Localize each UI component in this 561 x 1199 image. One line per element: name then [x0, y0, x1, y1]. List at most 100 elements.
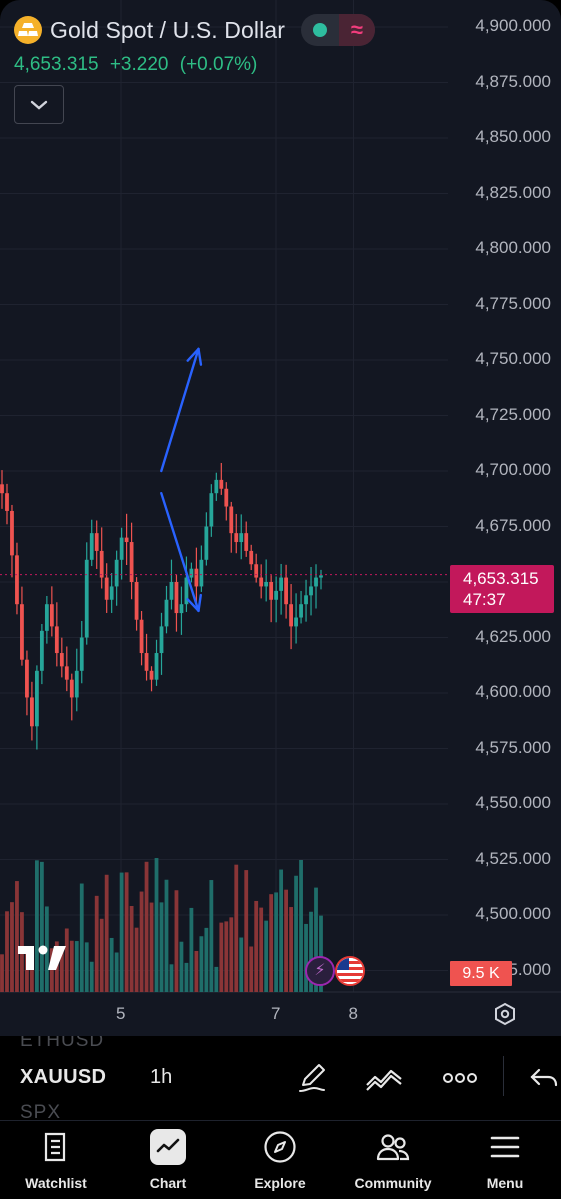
chart-icon [150, 1129, 186, 1165]
bar-countdown: 47:37 [463, 590, 506, 609]
price-axis-label: 4,600.000 [475, 682, 551, 701]
price-axis-label: 4,900.000 [475, 16, 551, 35]
nav-label: Menu [486, 1175, 524, 1191]
nav-menu[interactable]: Menu [455, 1129, 555, 1191]
volume-bar [15, 881, 19, 992]
symbol-header[interactable]: Gold Spot / U.S. Dollar ≈ [14, 14, 375, 46]
candle-body [5, 493, 9, 511]
volume-bar [214, 966, 219, 992]
price-axis-label: 4,825.000 [475, 182, 551, 202]
nav-explore[interactable]: Explore [230, 1129, 330, 1191]
volume-bar [244, 870, 249, 992]
candle-body [259, 577, 264, 587]
candle-body [239, 533, 244, 543]
candle-body [304, 595, 308, 605]
volume-bar [109, 937, 114, 992]
nav-community[interactable]: Community [343, 1129, 443, 1191]
candle-body [109, 586, 114, 600]
indicators-button[interactable] [364, 1058, 404, 1098]
nav-chart[interactable]: Chart [118, 1129, 218, 1191]
volume-bar [304, 923, 308, 992]
candlestick-chart[interactable] [0, 0, 561, 1036]
candle-body [39, 630, 44, 671]
nav-watchlist[interactable]: Watchlist [6, 1129, 106, 1191]
candle-body [94, 533, 99, 551]
price-axis-label: 4,775.000 [475, 293, 551, 313]
current-price-label: 4,653.315 47:37 [450, 565, 554, 613]
symbol-selector[interactable]: XAUUSD [20, 1066, 107, 1088]
us-flag-event-icon[interactable] [335, 956, 365, 986]
nav-label: Chart [149, 1175, 187, 1191]
candle-body [294, 617, 298, 627]
drawing-tool-button[interactable] [292, 1058, 332, 1098]
price-change-percent: (+0.07%) [179, 54, 258, 75]
candle-body [299, 604, 303, 618]
prev-symbol[interactable]: ETHUSD [20, 1036, 105, 1051]
volume-bar [269, 894, 274, 992]
pen-icon [299, 1064, 325, 1092]
candle-body [49, 604, 54, 627]
volume-bar [309, 911, 313, 992]
candle-body [209, 493, 214, 527]
quote-line: 4,653.315 +3.220 (+0.07%) [14, 54, 263, 76]
candle-body [319, 575, 323, 578]
annotation-arrowhead [186, 598, 200, 613]
volume-bar [294, 875, 298, 992]
candle-body [54, 626, 59, 654]
annotation-arrow [160, 347, 200, 473]
chart-area[interactable]: Gold Spot / U.S. Dollar ≈ 4,653.315 +3.2… [0, 0, 561, 1036]
more-options-button[interactable] [440, 1058, 480, 1098]
volume-bar [199, 936, 204, 992]
volume-bar [84, 942, 89, 992]
chart-settings-button[interactable] [492, 1001, 518, 1027]
community-icon [375, 1129, 411, 1165]
volume-bar [319, 915, 323, 992]
next-symbol[interactable]: SPX [20, 1102, 62, 1120]
nav-label: Community [354, 1175, 432, 1191]
collapse-legend-button[interactable] [14, 85, 64, 124]
flash-event-icon[interactable]: ⚡ [305, 956, 335, 986]
volume-bar [149, 902, 154, 992]
volume-bar [189, 907, 194, 992]
candle-body [59, 653, 64, 667]
price-axis-label: 4,750.000 [475, 349, 551, 368]
volume-bar [264, 920, 269, 992]
candle-body [314, 577, 318, 587]
volume-bar [289, 907, 293, 992]
candle-body [69, 679, 74, 698]
volume-bar [299, 859, 303, 992]
volume-bar [5, 911, 9, 992]
volume-bar [129, 906, 134, 992]
candle-body [269, 582, 274, 600]
candle-body [199, 559, 204, 587]
candle-body [214, 479, 219, 494]
volume-bar [229, 917, 234, 992]
market-status-pill[interactable]: ≈ [300, 14, 375, 46]
watchlist-icon [38, 1129, 74, 1165]
menu-icon [487, 1129, 523, 1165]
price-axis-label: 4,575.000 [475, 737, 551, 757]
bottom-navigation: Watchlist Chart Explore Community [0, 1120, 561, 1199]
volume-bar [134, 927, 139, 992]
volume-bar [0, 954, 4, 992]
volume-bar [259, 907, 264, 992]
volume-bar [64, 928, 69, 992]
candle-body [104, 577, 109, 600]
chart-toolbar: ETHUSD XAUUSD 1h SPX [0, 1036, 561, 1120]
candle-body [169, 582, 174, 600]
volume-bar [10, 902, 14, 992]
undo-button[interactable] [524, 1058, 561, 1098]
volume-bar [254, 900, 259, 992]
candle-body [10, 510, 14, 556]
tradingview-logo [16, 944, 68, 977]
volume-bar [179, 941, 184, 992]
interval-selector[interactable]: 1h [150, 1066, 173, 1088]
candle-body [84, 559, 89, 638]
volume-bar [89, 961, 94, 992]
price-axis-label: 4,550.000 [475, 793, 551, 812]
candle-body [249, 550, 254, 565]
volume-bar [219, 922, 224, 992]
candle-body [309, 586, 313, 596]
volume-bar [184, 962, 189, 992]
volume-bar [139, 891, 144, 992]
